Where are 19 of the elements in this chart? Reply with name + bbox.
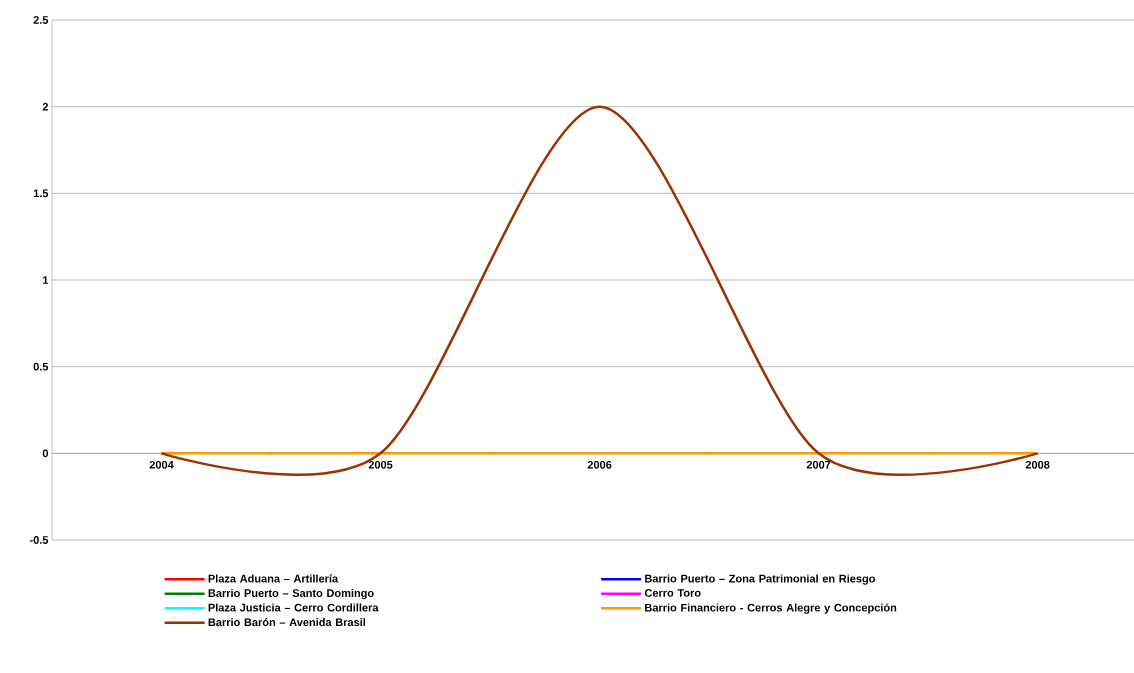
- legend-label: Plaza Justicia – Cerro Cordillera: [208, 603, 379, 612]
- y-tick-label: 2: [42, 102, 49, 111]
- x-tick-label: 2007: [806, 460, 831, 469]
- legend-label: Barrio Barón – Avenida Brasil: [208, 617, 366, 627]
- legend-label: Barrio Puerto – Zona Patrimonial en Riesgo: [645, 574, 876, 585]
- x-tick-label: 2008: [1025, 460, 1050, 469]
- legend-label: Cerro Toro: [644, 589, 701, 597]
- y-tick-label: 0: [42, 449, 49, 458]
- y-tick-label: 1: [43, 276, 49, 284]
- legend-label: Plaza Aduana – Artillería: [208, 574, 339, 583]
- x-tick-label: 2005: [368, 460, 393, 469]
- y-tick-label: 2.5: [33, 16, 49, 24]
- x-tick-label: 2004: [149, 460, 174, 469]
- y-tick-label: -0.5: [29, 536, 49, 544]
- y-tick-label: 1.5: [33, 189, 49, 198]
- x-tick-label: 2006: [587, 460, 612, 469]
- y-tick-label: 0.5: [33, 362, 49, 371]
- legend-label: Barrio Financiero - Cerros Alegre y Concepción: [645, 603, 897, 614]
- legend-label: Barrio Puerto – Santo Domingo: [208, 588, 374, 600]
